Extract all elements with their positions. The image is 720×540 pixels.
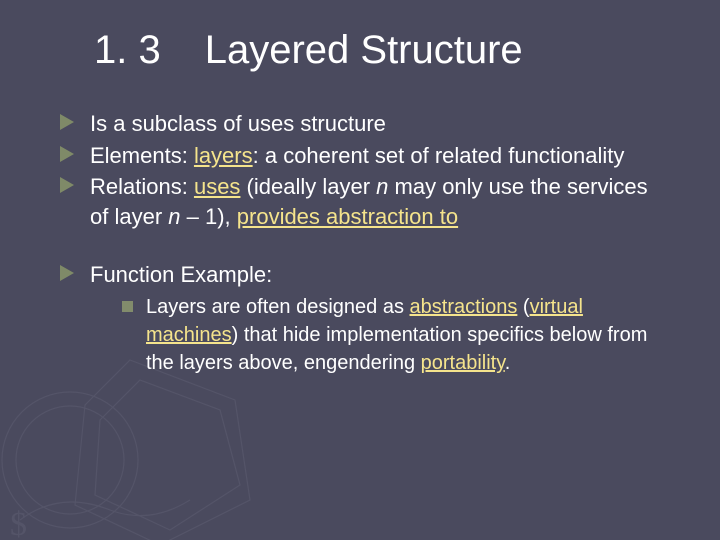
bullet-item: Elements: layers: a coherent set of rela… (60, 141, 672, 171)
title-number: 1. 3 (94, 28, 161, 73)
text-run: Relations: (90, 174, 194, 199)
text-run: layers (194, 143, 253, 168)
text-run: (ideally layer (240, 174, 376, 199)
arrow-icon (60, 146, 74, 162)
text-run: provides abstraction to (237, 204, 458, 229)
sub-bullet-item: Layers are often designed as abstraction… (122, 293, 672, 377)
bullet-item: Relations: uses (ideally layer n may onl… (60, 172, 672, 231)
text-run: – 1), (181, 204, 237, 229)
title-text: Layered Structure (205, 28, 523, 73)
bullet-text: Is a subclass of uses structure (90, 111, 386, 136)
bullet-text: Function Example: (90, 262, 272, 287)
text-run: . (505, 352, 511, 374)
text-run: portability (421, 352, 505, 374)
arrow-icon (60, 114, 74, 130)
text-run: Layers are often designed as (146, 296, 410, 318)
square-icon (122, 301, 133, 312)
text-run: : a coherent set of related functionalit… (253, 143, 625, 168)
text-run: Is a subclass of uses structure (90, 111, 386, 136)
sub-bullet-text: Layers are often designed as abstraction… (146, 296, 647, 374)
text-run: Elements: (90, 143, 194, 168)
arrow-icon (60, 265, 74, 281)
text-run: n (376, 174, 388, 199)
bullet-item: Function Example: Layers are often design… (60, 260, 672, 378)
slide: 1. 3 Layered Structure Is a subclass of … (0, 0, 720, 540)
bullet-list: Is a subclass of uses structure Elements:… (60, 109, 672, 377)
slide-title: 1. 3 Layered Structure (60, 28, 672, 73)
sub-bullet-list: Layers are often designed as abstraction… (90, 293, 672, 377)
text-run: Function Example: (90, 262, 272, 287)
bullet-text: Relations: uses (ideally layer n may onl… (90, 174, 648, 229)
bullet-item: Is a subclass of uses structure (60, 109, 672, 139)
arrow-icon (60, 177, 74, 193)
text-run: n (168, 204, 180, 229)
text-run: abstractions (410, 296, 518, 318)
bullet-text: Elements: layers: a coherent set of rela… (90, 143, 624, 168)
text-run: ( (517, 296, 529, 318)
text-run: uses (194, 174, 240, 199)
